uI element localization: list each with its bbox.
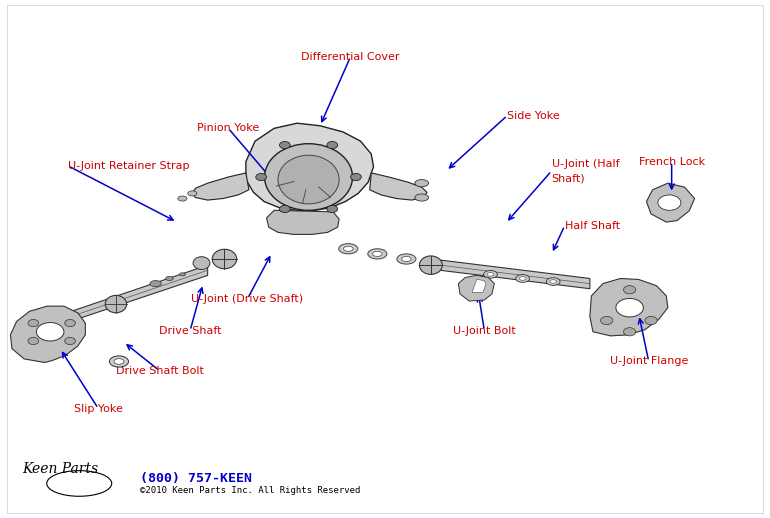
Polygon shape [266, 210, 339, 235]
Ellipse shape [105, 295, 126, 313]
Text: U-Joint (Drive Shaft): U-Joint (Drive Shaft) [191, 294, 303, 304]
Ellipse shape [373, 251, 382, 256]
Polygon shape [472, 280, 486, 292]
Ellipse shape [546, 278, 560, 285]
Ellipse shape [213, 249, 236, 269]
Circle shape [601, 316, 613, 325]
Text: Shaft): Shaft) [551, 173, 585, 183]
Ellipse shape [114, 358, 124, 364]
Ellipse shape [188, 191, 197, 196]
Text: U-Joint (Half: U-Joint (Half [551, 159, 619, 169]
Ellipse shape [109, 356, 129, 367]
Text: Slip Yoke: Slip Yoke [74, 404, 122, 414]
Circle shape [658, 195, 681, 210]
Text: ©2010 Keen Parts Inc. All Rights Reserved: ©2010 Keen Parts Inc. All Rights Reserve… [140, 486, 361, 495]
Ellipse shape [519, 277, 526, 280]
Text: U-Joint Retainer Strap: U-Joint Retainer Strap [68, 161, 189, 171]
Ellipse shape [368, 249, 387, 259]
Ellipse shape [550, 280, 557, 283]
Polygon shape [647, 183, 695, 222]
Text: U-Joint Flange: U-Joint Flange [610, 356, 688, 367]
Ellipse shape [278, 155, 339, 204]
Circle shape [36, 323, 64, 341]
Ellipse shape [487, 272, 494, 276]
Circle shape [65, 320, 75, 327]
Ellipse shape [193, 257, 210, 269]
Ellipse shape [265, 143, 353, 210]
Circle shape [645, 316, 657, 325]
Ellipse shape [415, 180, 429, 187]
Polygon shape [458, 276, 494, 301]
Circle shape [28, 337, 38, 344]
Ellipse shape [420, 256, 442, 275]
Circle shape [327, 205, 337, 212]
Text: French Lock: French Lock [638, 156, 705, 167]
Ellipse shape [484, 270, 497, 278]
Circle shape [280, 205, 290, 212]
Ellipse shape [178, 196, 187, 201]
Ellipse shape [397, 254, 416, 264]
Circle shape [624, 328, 636, 336]
Text: Keen Parts: Keen Parts [22, 462, 98, 476]
Text: Drive Shaft Bolt: Drive Shaft Bolt [116, 366, 203, 376]
Ellipse shape [47, 471, 112, 496]
Text: Half Shaft: Half Shaft [564, 221, 620, 231]
Polygon shape [246, 123, 373, 210]
Polygon shape [370, 173, 427, 200]
Circle shape [624, 285, 636, 294]
Ellipse shape [516, 275, 530, 282]
Ellipse shape [402, 256, 411, 262]
Text: Drive Shaft: Drive Shaft [159, 326, 221, 336]
Ellipse shape [343, 246, 353, 251]
Circle shape [616, 298, 644, 317]
Circle shape [256, 174, 266, 181]
Polygon shape [440, 260, 590, 289]
Ellipse shape [150, 281, 162, 286]
Circle shape [65, 337, 75, 344]
Circle shape [350, 174, 361, 181]
Text: Pinion Yoke: Pinion Yoke [197, 123, 259, 133]
Ellipse shape [179, 273, 186, 276]
Polygon shape [590, 279, 668, 336]
Ellipse shape [339, 243, 358, 254]
Circle shape [28, 320, 38, 327]
Circle shape [327, 141, 337, 149]
Text: (800) 757-KEEN: (800) 757-KEEN [140, 472, 253, 485]
Ellipse shape [415, 194, 429, 201]
Polygon shape [55, 265, 208, 327]
Polygon shape [192, 173, 249, 200]
Ellipse shape [166, 277, 173, 281]
Polygon shape [11, 306, 85, 363]
Circle shape [280, 141, 290, 149]
Text: U-Joint Bolt: U-Joint Bolt [453, 326, 516, 336]
Text: Differential Cover: Differential Cover [301, 52, 400, 62]
Text: Side Yoke: Side Yoke [507, 110, 560, 121]
